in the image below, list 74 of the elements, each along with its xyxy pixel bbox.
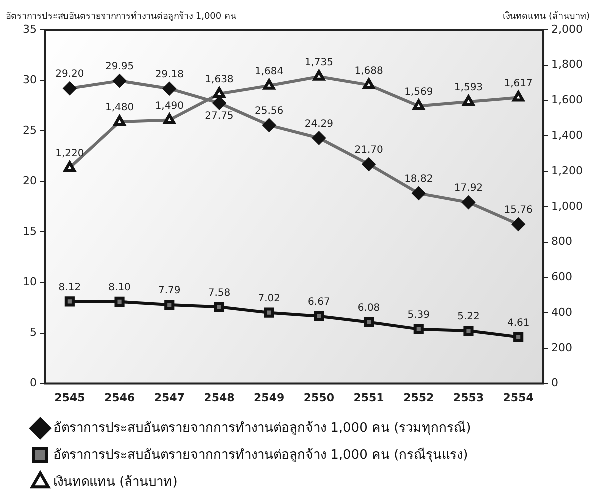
point [414, 324, 424, 334]
x-tick-label: 2550 [304, 391, 335, 404]
point [514, 332, 524, 342]
y-tick-label: 15 [22, 225, 37, 238]
data-label: 25.56 [255, 106, 284, 118]
data-label: 21.70 [354, 145, 384, 156]
y2-tick-label: 600 [552, 270, 573, 284]
data-label: 7.79 [158, 286, 181, 297]
x-tick-label: 2554 [503, 391, 534, 404]
data-label: 1,638 [205, 74, 234, 86]
x-tick-label: 2547 [154, 391, 185, 404]
point [364, 317, 374, 328]
data-label: 27.75 [205, 110, 234, 122]
legend-label: เงินทดแทน (ล้านบาท) [54, 474, 178, 490]
data-label: 5.39 [408, 310, 430, 321]
data-label: 1,735 [304, 57, 334, 68]
x-tick-label: 2545 [54, 391, 86, 404]
data-label: 18.82 [404, 174, 434, 186]
y-tick-label: 5 [30, 326, 37, 340]
point [264, 308, 274, 318]
data-label: 1,684 [255, 66, 284, 78]
data-label: 1,593 [454, 82, 484, 94]
data-label: 8.10 [108, 282, 131, 294]
data-label: 7.58 [208, 288, 231, 299]
y-tick-label: 20 [22, 174, 37, 188]
point [114, 296, 125, 307]
y-tick-label: 0 [30, 376, 37, 390]
data-label: 1,688 [354, 66, 384, 77]
point [214, 302, 225, 312]
y2-tick-label: 1,400 [552, 129, 584, 142]
y2-tick-label: 1,800 [552, 58, 584, 72]
data-label: 1,617 [504, 78, 533, 90]
data-label: 6.08 [358, 302, 380, 314]
y2-tick-label: 1,200 [552, 164, 584, 178]
y-axis-title: อัตราการประสบอันตรายจากการทำงานต่อลูกจ้าง 1,000 คน [6, 10, 236, 22]
y2-tick-label: 200 [552, 341, 573, 354]
y-tick-label: 10 [22, 276, 37, 289]
data-label: 17.92 [454, 183, 484, 194]
x-tick-label: 2548 [204, 391, 235, 404]
data-label: 29.18 [155, 69, 184, 80]
x-tick-label: 2553 [453, 391, 484, 404]
point [64, 296, 75, 307]
y-tick-label: 35 [22, 22, 37, 36]
legend-label: อัตราการประสบอันตรายจากการทำงานต่อลูกจ้าง 1,000 คน (กรณีรุนแรง) [54, 446, 468, 463]
x-tick-label: 2552 [404, 391, 434, 404]
point [314, 311, 324, 322]
y2-tick-label: 800 [552, 235, 573, 248]
y2-tick-label: 0 [552, 376, 559, 390]
data-label: 24.29 [304, 118, 334, 130]
data-label: 6.67 [308, 296, 330, 308]
y2-tick-label: 400 [552, 306, 573, 319]
x-tick-label: 2551 [354, 391, 384, 404]
y2-tick-label: 2,000 [552, 22, 584, 36]
data-label: 1,480 [105, 102, 134, 114]
data-label: 29.95 [105, 62, 134, 73]
legend-label: อัตราการประสบอันตรายจากการทำงานต่อลูกจ้าง 1,000 คน (รวมทุกกรณี) [54, 420, 472, 436]
y-tick-label: 25 [22, 124, 37, 137]
data-label: 1,220 [56, 148, 84, 160]
y2-tick-label: 1,600 [552, 94, 584, 107]
data-label: 1,569 [404, 86, 434, 98]
y-tick-label: 30 [22, 73, 37, 86]
data-label: 1,490 [155, 100, 184, 112]
data-label: 15.76 [504, 205, 533, 216]
x-tick-label: 2549 [254, 391, 285, 404]
point [464, 326, 474, 336]
data-label: 7.02 [258, 293, 280, 304]
point [164, 300, 175, 310]
data-label: 4.61 [507, 318, 530, 329]
y2-tick-label: 1,000 [552, 200, 584, 213]
data-label: 8.12 [58, 282, 82, 294]
data-label: 29.20 [56, 69, 84, 80]
x-tick-label: 2546 [104, 391, 136, 404]
y2-axis-title: เงินทดแทน (ล้านบาท) [503, 10, 590, 22]
data-label: 5.22 [458, 312, 480, 323]
